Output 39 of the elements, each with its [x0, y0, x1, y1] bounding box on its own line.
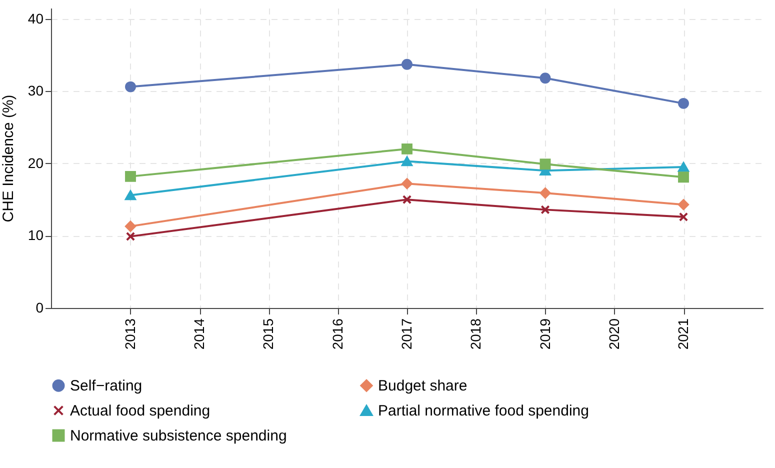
point — [402, 58, 412, 70]
point — [540, 188, 551, 199]
legend-label: Normative subsistence spending — [70, 428, 287, 444]
x-tick-label: 2021 — [675, 318, 692, 350]
legend-label: Self−rating — [70, 378, 142, 395]
x-tick-label: 2016 — [329, 318, 346, 350]
legend-label: Actual food spending — [70, 402, 210, 420]
x-tick-label: 2019 — [536, 318, 553, 350]
point — [402, 156, 412, 166]
x-tick-label: 2020 — [606, 318, 622, 350]
y-axis-title: CHE Incidence (%) — [0, 94, 17, 222]
legend-label: Partial normative food spending — [378, 402, 589, 420]
point — [678, 199, 689, 210]
x-tick-label: 2017 — [398, 318, 414, 350]
y-tick-label: 30 — [28, 82, 44, 99]
point — [126, 232, 136, 242]
x-tick-label: 2014 — [191, 318, 208, 350]
y-tick-label: 0 — [36, 300, 44, 316]
point — [125, 220, 136, 232]
x-tick-label: 2015 — [260, 318, 276, 350]
x-tick-label: 2018 — [468, 318, 484, 350]
x-tick-label: 2013 — [122, 318, 138, 350]
point — [125, 170, 136, 182]
point — [540, 72, 551, 84]
point — [678, 98, 689, 109]
y-tick-label: 10 — [28, 227, 44, 244]
y-tick-label: 40 — [28, 10, 44, 26]
point — [540, 205, 550, 214]
point — [402, 194, 412, 204]
legend-label: Budget share — [378, 378, 468, 395]
point — [678, 212, 688, 222]
point — [125, 190, 136, 200]
point — [678, 162, 689, 172]
point — [125, 81, 136, 92]
point — [402, 178, 412, 190]
point — [678, 172, 689, 183]
point — [402, 143, 412, 154]
y-tick-label: 20 — [28, 154, 44, 171]
point — [540, 158, 551, 170]
